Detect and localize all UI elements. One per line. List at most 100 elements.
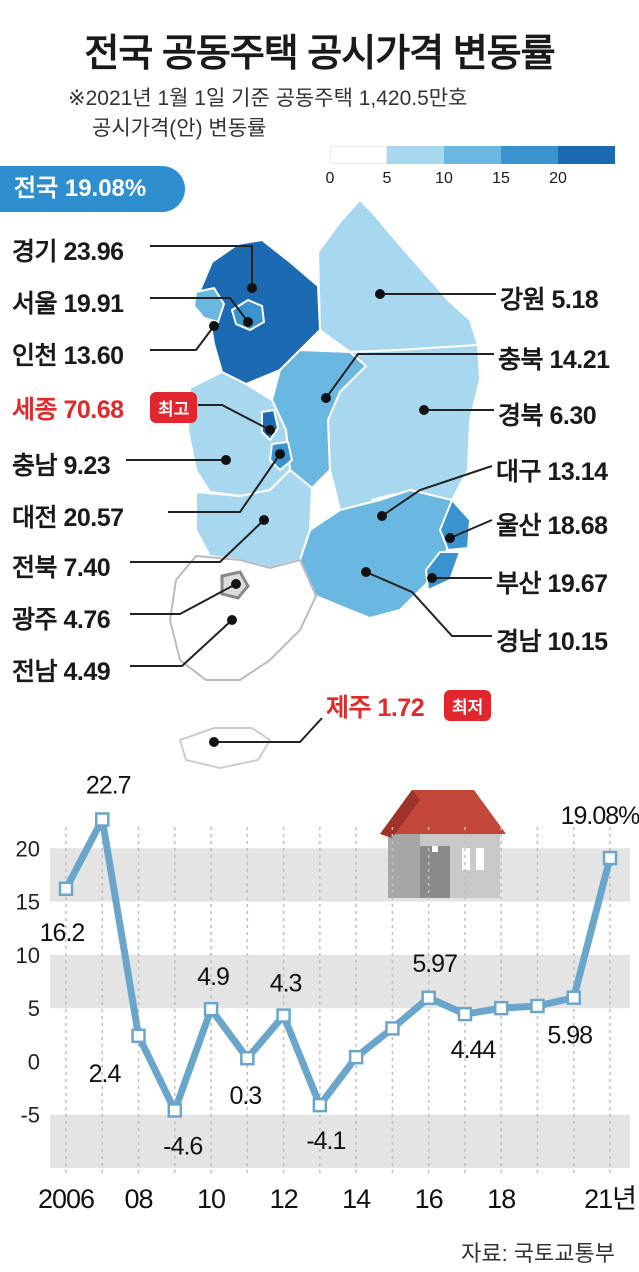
region-dots (209, 283, 455, 747)
x-tick-label: 2006 (38, 1184, 94, 1214)
map-jeju (178, 727, 272, 770)
legend-swatch-2 (444, 146, 501, 164)
value-label-2010: 4.9 (197, 963, 229, 991)
y-tick-label: 5 (28, 996, 40, 1021)
label-chungnam: 충남 9.23 (12, 452, 111, 480)
x-tick-label: 12 (270, 1184, 298, 1214)
legend-tick-0: 0 (325, 170, 335, 187)
y-tick-label: -5 (20, 1103, 40, 1128)
band-0 (50, 848, 630, 902)
tag-lowest: 최저 (444, 690, 492, 721)
dot-gangwon (375, 289, 385, 299)
page-title: 전국 공동주택 공시가격 변동률 (84, 33, 555, 75)
dot-ulsan (445, 533, 455, 543)
data-point-2016 (421, 990, 436, 1006)
label-gyeongnam: 경남 10.15 (496, 628, 608, 656)
dot-gwangju (231, 579, 241, 589)
trend-line (62, 816, 614, 1114)
data-point-2008 (131, 1028, 146, 1044)
data-point-2011 (240, 1050, 255, 1066)
value-label-2016: 5.97 (412, 950, 457, 978)
legend-swatch-1 (387, 146, 444, 164)
value-label-2008: 2.4 (89, 1060, 122, 1088)
label-ulsan: 울산 18.68 (496, 512, 608, 540)
map-jeonnam (168, 554, 318, 681)
value-label-2021: 19.08% (561, 802, 639, 830)
leader-ulsan (449, 519, 493, 539)
legend-swatch-0 (330, 146, 387, 164)
label-gwangju: 광주 4.76 (12, 606, 111, 634)
leader-sejong (198, 404, 271, 431)
value-label-2007: 22.7 (86, 772, 131, 800)
legend-tick-3: 15 (492, 170, 510, 187)
x-tick-label: 21년 (584, 1184, 636, 1214)
x-tick-label: 14 (342, 1184, 371, 1214)
national-value: 19.08% (64, 175, 147, 202)
dot-jeonnam (227, 615, 237, 625)
value-label-2006: 16.2 (40, 919, 85, 947)
x-tick-label: 08 (125, 1184, 153, 1214)
label-sejong: 세종 70.68 (12, 396, 124, 424)
y-tick-label: 10 (16, 943, 40, 968)
leader-daejeon (168, 453, 281, 513)
dot-jeju (209, 737, 219, 747)
band-2 (50, 1114, 630, 1168)
data-point-2021 (602, 850, 618, 866)
x-tick-label: 10 (197, 1184, 225, 1214)
label-jeonnam: 전남 4.49 (12, 658, 111, 686)
dot-seoul (243, 317, 253, 327)
leader-incheon (150, 325, 215, 351)
dot-daegu (377, 511, 387, 521)
value-label-2013: -4.1 (306, 1127, 345, 1155)
label-seoul: 서울 19.91 (12, 290, 124, 318)
label-incheon: 인천 13.60 (12, 342, 124, 370)
label-busan: 부산 19.67 (496, 570, 608, 598)
map-incheon (192, 286, 226, 324)
dot-gyeongbuk (419, 405, 429, 415)
label-gyeonggi: 경기 23.96 (12, 238, 124, 266)
data-point-2007 (95, 812, 110, 827)
legend-swatch-3 (501, 146, 558, 164)
value-label-2012: 4.3 (270, 970, 302, 998)
national-badge: 전국 19.08% (0, 166, 185, 212)
label-daegu: 대구 13.14 (496, 458, 608, 486)
leader-gyeonggi (150, 245, 253, 288)
leader-jeonnam (130, 619, 233, 667)
value-label-2009: -4.6 (163, 1132, 202, 1160)
leader-chungbuk (325, 353, 494, 399)
data-point-2010 (203, 1001, 219, 1017)
label-jeju: 제주 1.72 (326, 694, 425, 722)
leader-daegu (381, 465, 493, 517)
data-point-2014 (348, 1049, 364, 1065)
x-tick-label: 16 (415, 1184, 443, 1214)
note-line-1: ※2021년 1월 1일 기준 공동주택 1,420.5만호 (68, 87, 468, 110)
dot-chungnam (221, 455, 231, 465)
data-point-2009 (167, 1103, 183, 1118)
value-label-2017: 4.44 (451, 1036, 497, 1064)
dot-busan (427, 573, 437, 583)
dot-sejong (265, 425, 275, 435)
dot-daejeon (275, 449, 285, 459)
data-point-2017 (457, 1006, 473, 1022)
data-point-2006 (58, 881, 74, 897)
map-seoul (230, 298, 266, 332)
label-daejeon: 대전 20.57 (12, 504, 124, 532)
legend-tick-1: 5 (382, 170, 392, 187)
label-jeonbuk: 전북 7.40 (12, 554, 111, 582)
leader-gwangju (130, 583, 237, 615)
leader-jeju (214, 717, 323, 743)
y-tick-label: 0 (28, 1049, 40, 1074)
dot-gyeonggi (247, 283, 257, 293)
tag-highest: 최고 (150, 392, 198, 423)
legend-tick-2: 10 (435, 170, 453, 187)
dot-incheon (209, 321, 219, 331)
value-label-2020: 5.98 (547, 1022, 592, 1050)
note-line-2: 공시가격(안) 변동률 (92, 117, 267, 140)
x-tick-label: 18 (487, 1184, 515, 1214)
y-tick-label: 20 (16, 836, 40, 861)
leader-gyeongnam (365, 571, 492, 637)
data-point-2012 (276, 1008, 291, 1023)
data-point-2019 (530, 998, 545, 1014)
data-point-2018 (493, 1000, 509, 1016)
